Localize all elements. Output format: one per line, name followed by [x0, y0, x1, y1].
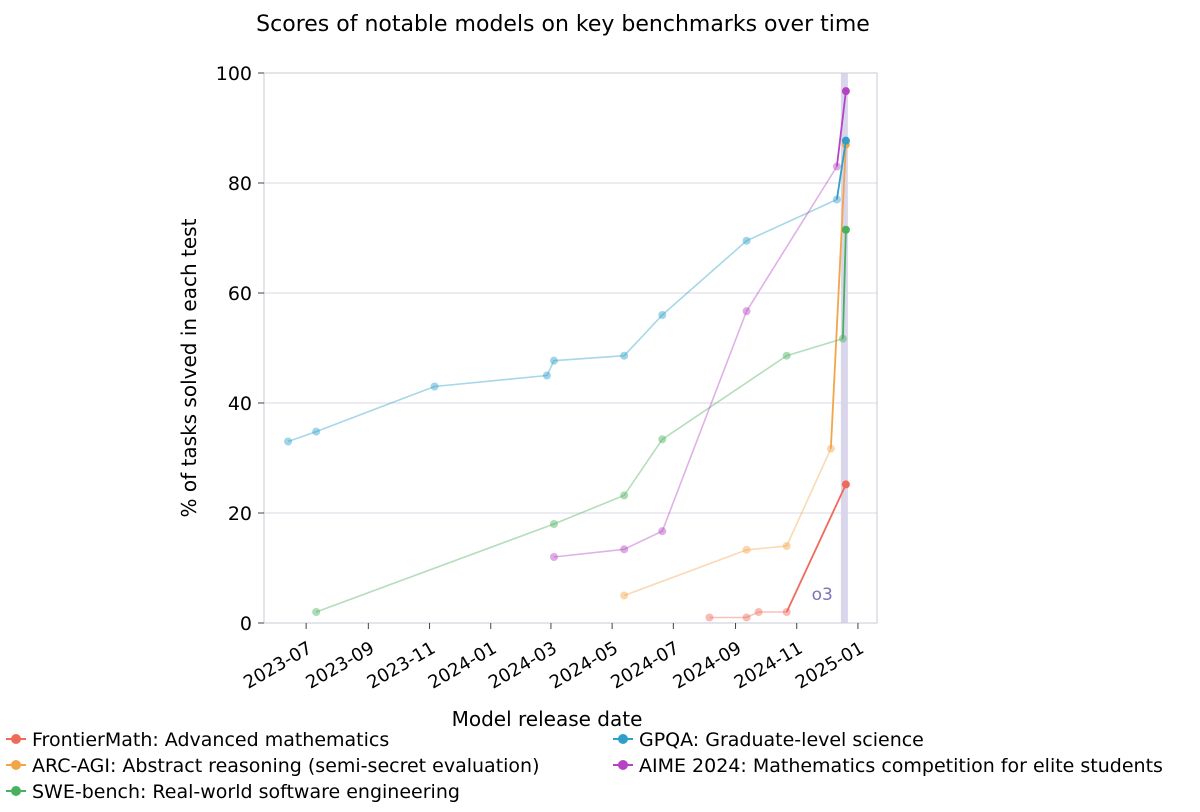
data-point: [284, 437, 293, 446]
y-tick-label: 20: [228, 503, 252, 525]
data-point: [841, 480, 850, 489]
series-1: [620, 140, 850, 600]
legend-marker: [618, 734, 628, 744]
y-tick-label: 80: [228, 173, 252, 195]
data-point: [754, 608, 763, 616]
data-point: [742, 307, 751, 316]
series-line-latest: [841, 229, 847, 339]
legend-item: SWE-bench: Real-world software engineeri…: [6, 781, 460, 803]
legend-marker: [618, 760, 628, 770]
data-point: [620, 545, 629, 554]
data-point: [658, 527, 667, 536]
data-point: [782, 542, 791, 550]
legend: FrontierMath: Advanced mathematics ARC-AG…: [6, 729, 1163, 803]
legend-label: GPQA: Graduate-level science: [639, 729, 924, 751]
legend-label: ARC-AGI: Abstract reasoning (semi-secret…: [32, 755, 540, 777]
y-tick-label: 60: [228, 283, 252, 305]
data-point: [782, 351, 791, 360]
data-point: [705, 613, 714, 622]
data-point: [620, 351, 629, 360]
x-tick-label: 2024-05: [546, 638, 622, 694]
data-point: [832, 162, 841, 171]
data-point: [312, 608, 321, 616]
o3-annotation: o3: [812, 585, 833, 605]
series-line-history: [623, 448, 832, 597]
series-line-history: [553, 166, 838, 558]
x-tick-label: 2023-09: [302, 638, 378, 694]
x-tick-label: 2025-01: [792, 638, 868, 694]
x-tick-label: 2024-09: [670, 638, 746, 694]
legend-item: ARC-AGI: Abstract reasoning (semi-secret…: [6, 755, 540, 777]
x-tick-label: 2024-07: [607, 638, 683, 694]
data-point: [312, 427, 321, 436]
data-point: [620, 491, 629, 500]
series-3: [284, 136, 850, 446]
legend-item: FrontierMath: Advanced mathematics: [6, 729, 389, 751]
data-point: [782, 608, 791, 616]
legend-marker: [11, 786, 21, 796]
series-line-latest: [835, 91, 847, 167]
grid: [264, 72, 877, 624]
x-tick-label: 2023-07: [240, 638, 316, 694]
x-tick-label: 2024-03: [485, 638, 561, 694]
data-point: [838, 334, 847, 343]
x-axis-label: Model release date: [452, 707, 643, 731]
data-point: [841, 136, 850, 145]
data-point: [430, 382, 439, 391]
data-point: [742, 613, 751, 622]
legend-marker: [11, 760, 21, 770]
series-line-history: [287, 198, 838, 443]
x-tick-label: 2024-11: [731, 638, 807, 694]
x-tick-label: 2023-11: [364, 638, 440, 694]
series-line-history: [315, 337, 844, 613]
series-line-history: [709, 611, 787, 619]
legend-label: AIME 2024: Mathematics competition for e…: [639, 755, 1163, 777]
data-point: [742, 236, 751, 245]
y-tick-label: 40: [228, 393, 252, 415]
data-point: [841, 225, 850, 234]
data-point: [841, 87, 850, 96]
series-line-latest: [785, 484, 847, 613]
series-2: [312, 225, 850, 616]
y-tick-label: 100: [216, 63, 252, 85]
legend-marker: [11, 734, 21, 744]
data-point: [542, 371, 551, 380]
legend-label: SWE-bench: Real-world software engineeri…: [32, 781, 460, 803]
series-line-latest: [835, 140, 847, 200]
data-point: [658, 435, 667, 444]
legend-item: GPQA: Graduate-level science: [613, 729, 924, 751]
data-point: [549, 520, 558, 528]
data-point: [549, 356, 558, 365]
chart-title: Scores of notable models on key benchmar…: [256, 12, 870, 37]
y-tick-label: 0: [240, 613, 252, 635]
y-axis-ticks: 0 20 40 60 80 100: [216, 63, 264, 635]
series-0: [705, 480, 850, 622]
data-point: [826, 444, 835, 453]
data-point: [620, 591, 629, 600]
o3-highlight-band: [840, 73, 848, 623]
series-line-latest: [829, 144, 847, 449]
legend-label: FrontierMath: Advanced mathematics: [32, 729, 389, 751]
data-point: [658, 311, 667, 319]
data-point: [832, 195, 841, 204]
legend-item: AIME 2024: Mathematics competition for e…: [613, 755, 1163, 777]
data-point: [742, 545, 751, 554]
data-point: [549, 553, 558, 561]
x-tick-label: 2024-01: [425, 638, 501, 694]
x-axis-ticks: 2023-072023-092023-112024-012024-032024-…: [240, 623, 868, 694]
series-4: [549, 87, 850, 561]
series-layer: [284, 87, 850, 622]
plot-frame: [263, 72, 878, 624]
y-axis-label: % of tasks solved in each test: [177, 218, 201, 517]
